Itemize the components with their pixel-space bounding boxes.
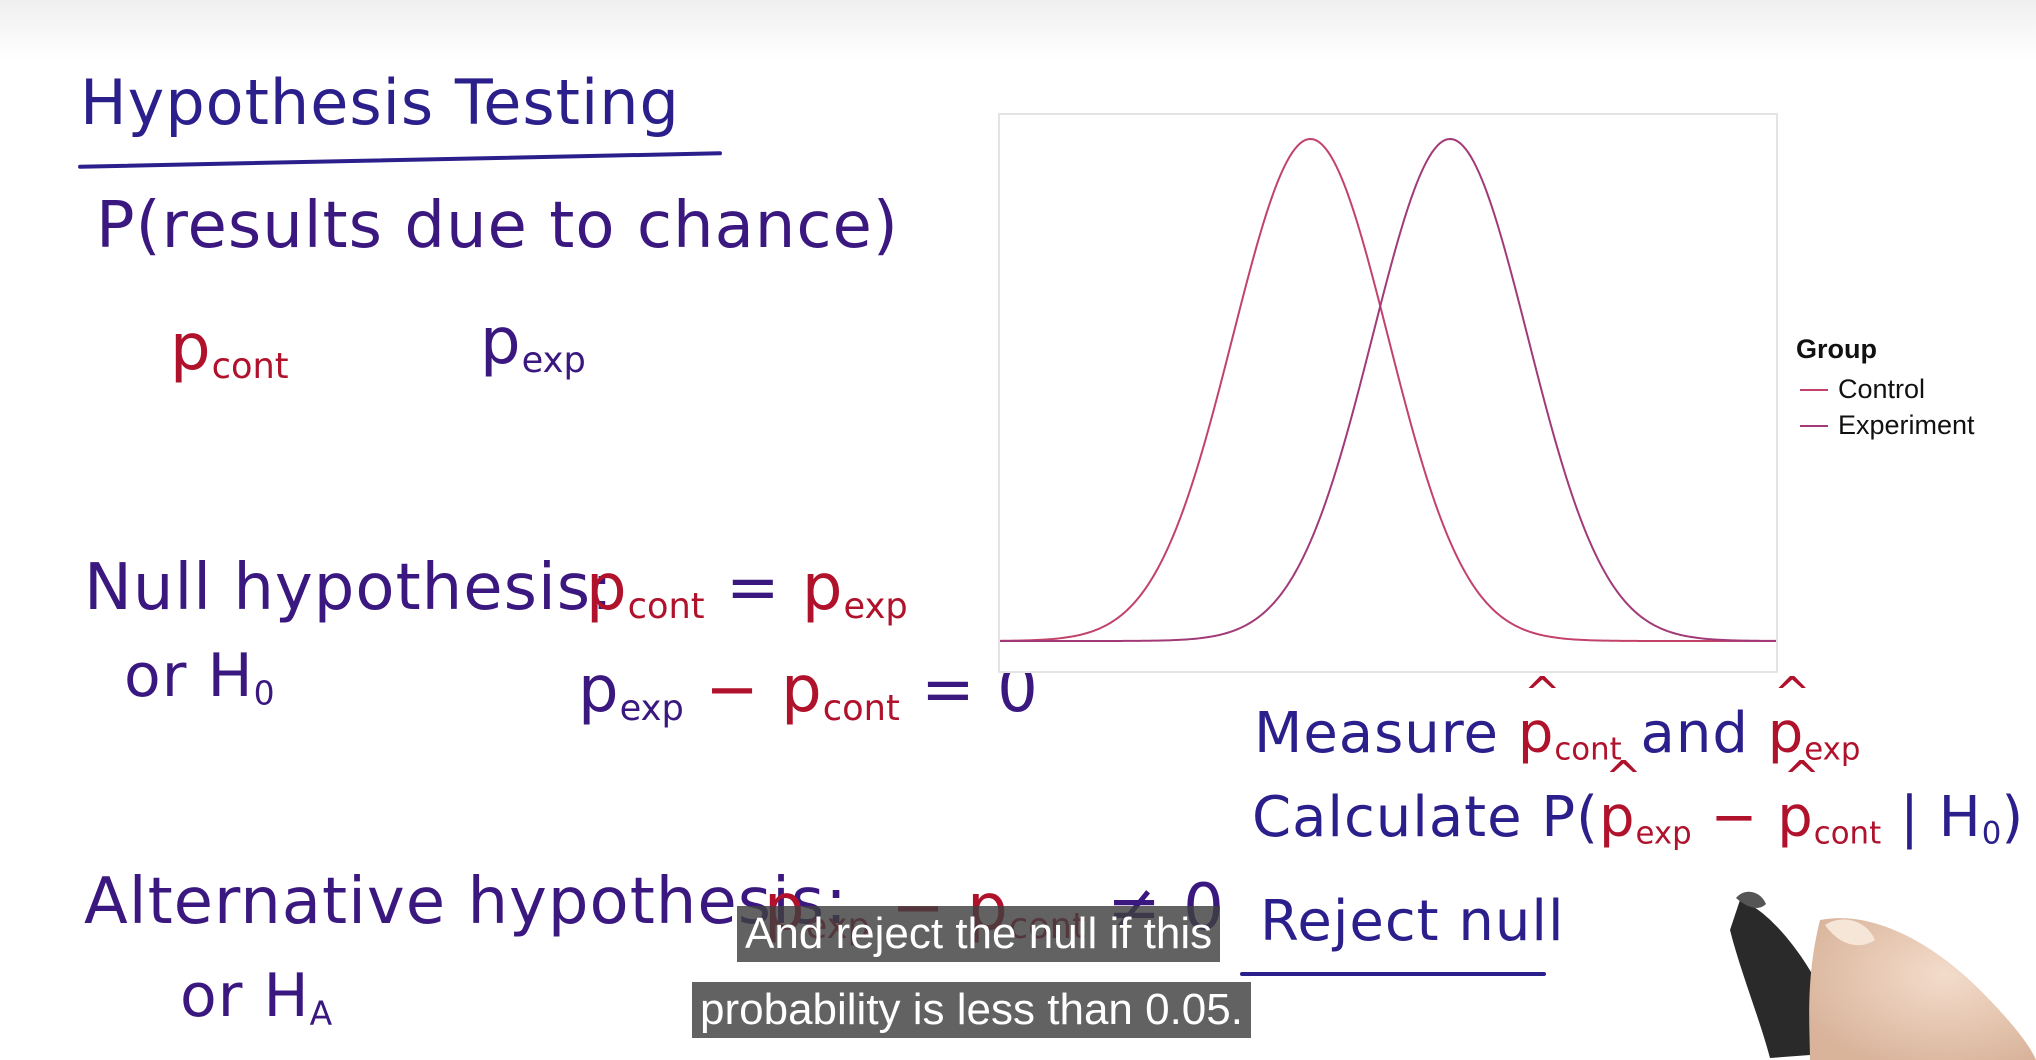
null-difference: pexp − pcont = 0 — [578, 653, 1039, 729]
probability-line: P(results due to chance) — [96, 189, 899, 263]
calculate-line: Calculate P(pexp − pcont | H0) — [1252, 756, 2024, 849]
measure-line: Measure pcont and pexp — [1254, 672, 1860, 765]
legend-title: Group — [1796, 334, 1877, 364]
legend-label-control: Control — [1838, 374, 1926, 404]
null-hypothesis-label: Null hypothesis: — [84, 551, 614, 625]
reject-null-text: Reject null — [1260, 889, 1565, 954]
legend-entry-control: Control — [1796, 371, 1996, 407]
chart-panel — [998, 113, 1778, 673]
null-equality: pcont = pexp — [586, 551, 908, 627]
null-alias: or H0 — [124, 641, 275, 713]
legend-key-experiment — [1800, 425, 1828, 427]
subtitle-line-2: probability is less than 0.05. — [692, 982, 1251, 1038]
chart-legend: Group Control Experiment — [1796, 334, 1996, 443]
reject-underline — [1240, 972, 1546, 976]
subtitle-line-1: And reject the null if this — [737, 906, 1221, 962]
p-cont-label: pcont — [170, 311, 289, 387]
top-shade — [0, 0, 2036, 60]
density-line-experiment — [1000, 137, 1776, 642]
p-exp-label: pexp — [480, 305, 586, 381]
legend-label-experiment: Experiment — [1838, 410, 1975, 440]
alt-hypothesis-label: Alternative hypothesis: — [84, 865, 848, 939]
legend-key-control — [1800, 389, 1828, 391]
legend-entry-experiment: Experiment — [1796, 407, 1996, 443]
density-line-control — [1000, 137, 1776, 642]
title-underline — [78, 151, 722, 169]
density-chart — [1000, 137, 1776, 642]
alt-alias: or HA — [180, 961, 333, 1033]
board-title: Hypothesis Testing — [80, 66, 680, 139]
hand-with-pen-image — [1730, 891, 2036, 1060]
